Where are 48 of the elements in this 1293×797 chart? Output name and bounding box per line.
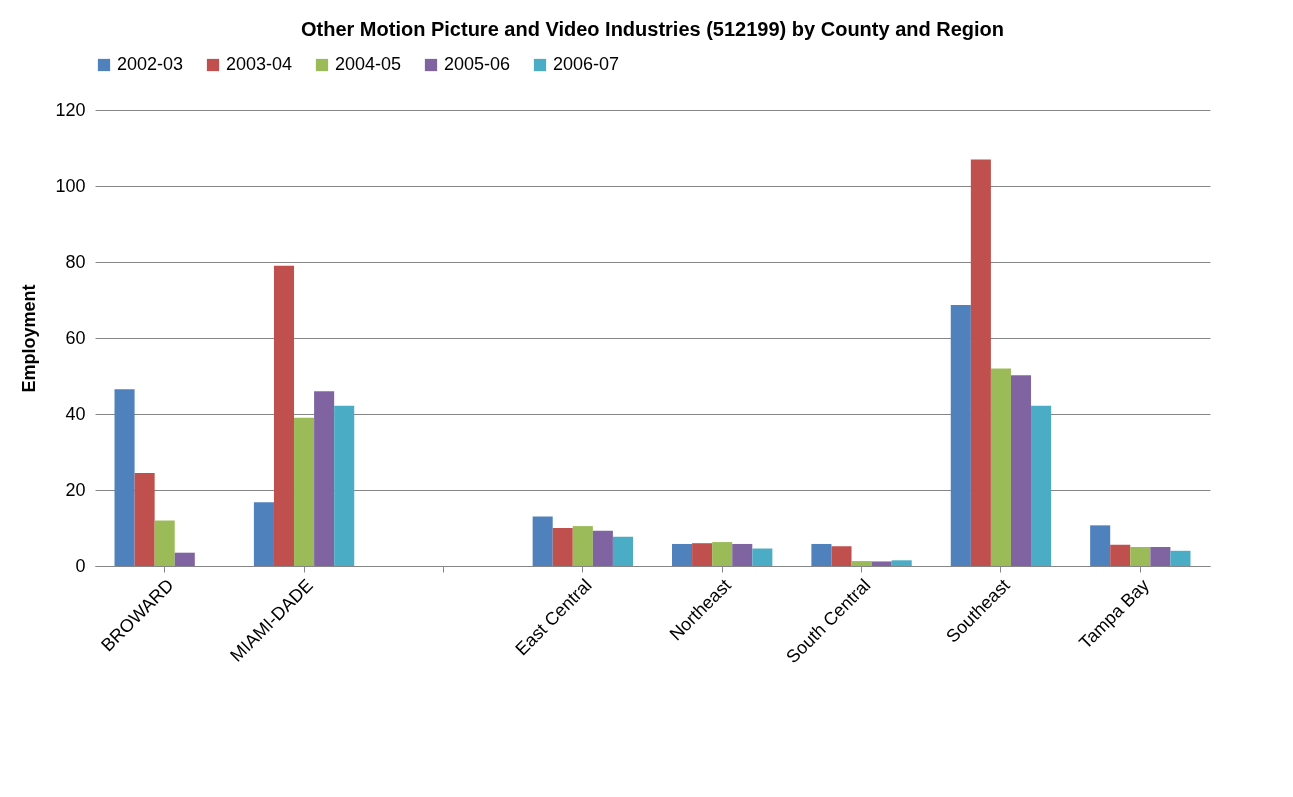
y-tick-label: 40 — [65, 403, 86, 424]
legend-label: 2002-03 — [117, 54, 184, 74]
y-tick-label: 0 — [75, 555, 86, 576]
bar — [970, 159, 991, 566]
bar — [592, 530, 613, 566]
bar — [134, 472, 155, 566]
bar — [314, 391, 335, 566]
bar — [811, 543, 832, 566]
y-axis-title: Employment — [19, 284, 40, 393]
y-tick-label: 80 — [65, 251, 86, 272]
chart-title: Other Motion Picture and Video Industries (512199) by County and Region — [300, 18, 1005, 40]
bar — [253, 502, 274, 566]
bar — [1150, 547, 1171, 566]
bar — [692, 543, 713, 566]
bar — [871, 561, 892, 566]
y-tick-label: 60 — [65, 327, 86, 348]
bar — [174, 552, 195, 566]
legend-label: 2006-07 — [553, 54, 620, 74]
bar — [1031, 405, 1052, 566]
bar — [612, 536, 633, 566]
legend-label: 2004-05 — [335, 54, 402, 74]
bar — [114, 389, 135, 566]
y-tick-label: 120 — [55, 99, 86, 120]
bar — [672, 543, 693, 566]
bar — [950, 304, 971, 566]
bar — [552, 528, 573, 566]
bar — [334, 405, 355, 566]
bar — [294, 417, 315, 566]
bar — [1110, 544, 1131, 566]
bar — [572, 526, 593, 566]
bar — [891, 560, 912, 566]
y-tick-label: 20 — [65, 479, 86, 500]
bar — [732, 543, 753, 566]
bar — [1130, 547, 1151, 566]
bar — [1170, 550, 1191, 566]
bar — [712, 542, 733, 566]
bar — [831, 546, 852, 566]
bar — [851, 561, 872, 566]
bar — [273, 265, 295, 566]
bar — [1010, 375, 1032, 566]
bar — [532, 516, 553, 566]
legend-label: 2005-06 — [444, 54, 511, 74]
bar — [752, 548, 773, 566]
legend-label: 2003-04 — [226, 54, 293, 74]
bar — [154, 520, 175, 566]
y-tick-label: 100 — [55, 175, 86, 196]
bar — [990, 368, 1011, 566]
bar — [1090, 525, 1111, 566]
